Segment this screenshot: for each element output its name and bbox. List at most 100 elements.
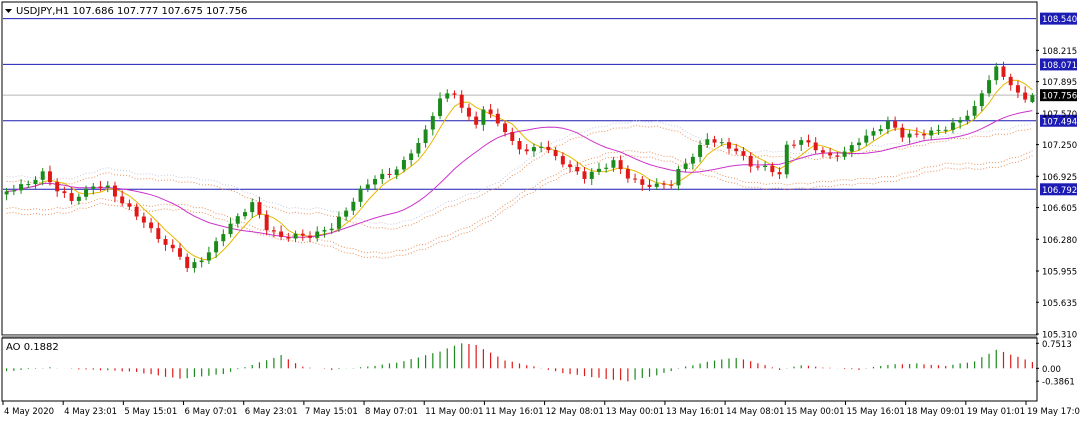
candle-body xyxy=(250,202,255,213)
candle-body xyxy=(828,152,833,156)
candle-body xyxy=(1001,66,1006,77)
candle-body xyxy=(33,179,38,185)
candle-body xyxy=(965,115,970,120)
candle-body xyxy=(907,133,912,138)
candle-body xyxy=(156,228,161,240)
candle-body xyxy=(683,163,688,170)
candle-body xyxy=(163,239,168,245)
time-tick-label: 18 May 09:01 xyxy=(907,407,965,417)
time-tick-label: 11 May 00:01 xyxy=(425,407,483,417)
time-tick-label: 8 May 07:01 xyxy=(365,407,418,417)
candle-body xyxy=(257,202,262,215)
candle-body xyxy=(531,147,536,152)
candle-body xyxy=(820,150,825,153)
candle-body xyxy=(727,142,731,149)
candle-body xyxy=(958,119,963,123)
level-label: 108.071 xyxy=(1042,61,1077,71)
level-label: 107.494 xyxy=(1042,117,1077,127)
candle-body xyxy=(380,173,385,179)
level-label-box xyxy=(1040,12,1077,25)
candle-body xyxy=(792,144,796,146)
candle-body xyxy=(185,256,190,269)
candle-body xyxy=(770,165,775,173)
candle-body xyxy=(871,131,876,136)
candle-body xyxy=(676,169,681,186)
candle-body xyxy=(1023,92,1028,100)
moving-averages xyxy=(6,79,1033,261)
time-tick-label: 12 May 08:01 xyxy=(546,407,604,417)
time-tick-label: 6 May 07:01 xyxy=(185,407,238,417)
ao-label: AO 0.1882 xyxy=(6,342,59,353)
candle-body xyxy=(734,148,739,152)
indicator-panel-frame xyxy=(1,337,1038,402)
candle-body xyxy=(1015,85,1020,93)
candle-body xyxy=(994,66,999,81)
candle-body xyxy=(719,142,724,144)
candle-body xyxy=(170,244,175,249)
time-tick-label: 4 May 23:01 xyxy=(64,407,117,417)
level-label: 106.792 xyxy=(1042,186,1077,196)
candle-body xyxy=(271,230,276,232)
level-label-box xyxy=(1040,114,1077,127)
candle-body xyxy=(47,171,52,183)
cloud-span-b-inner xyxy=(6,149,1033,254)
candle-body xyxy=(517,140,522,150)
candle-body xyxy=(524,149,529,152)
candle-body xyxy=(228,223,233,235)
candle-body xyxy=(293,233,298,239)
candle-body xyxy=(322,230,327,232)
candle-body xyxy=(264,214,269,231)
candle-body xyxy=(864,135,869,143)
candle-body xyxy=(777,172,782,175)
slow-moving-average xyxy=(6,110,1033,238)
candle-body xyxy=(199,260,204,263)
time-tick-label: 15 May 00:01 xyxy=(786,407,844,417)
candle-body xyxy=(430,116,435,130)
candle-body xyxy=(560,156,565,165)
candle-body xyxy=(539,146,544,148)
candle-body xyxy=(922,134,927,136)
candle-body xyxy=(748,155,753,167)
time-axis: 4 May 2020 4 May 23:01 5 May 15:01 6 May 07… xyxy=(2,401,1080,417)
candle-body xyxy=(857,142,862,146)
time-tick-label: 4 May 2020 xyxy=(4,407,54,417)
price-tick-label: 107.895 xyxy=(1042,78,1077,88)
candle-body xyxy=(4,191,9,195)
candle-body xyxy=(979,93,984,107)
time-tick-label: 11 May 16:01 xyxy=(485,407,543,417)
triangle-down-icon[interactable] xyxy=(5,9,12,13)
candle-body xyxy=(452,93,457,95)
candle-body xyxy=(799,140,804,145)
panel-separator[interactable] xyxy=(2,335,1037,338)
time-tick-label: 5 May 15:01 xyxy=(124,407,177,417)
candle-body xyxy=(885,121,890,130)
ao-tick-label: 0.00 xyxy=(1042,365,1061,375)
candle-body xyxy=(401,159,406,170)
price-tick-label: 107.570 xyxy=(1042,110,1077,120)
candle-body xyxy=(98,186,103,188)
candle-body xyxy=(373,178,378,185)
candle-body xyxy=(943,129,948,131)
candle-body xyxy=(55,182,60,192)
price-tick-label: 106.280 xyxy=(1042,236,1077,246)
level-label-box xyxy=(1040,58,1077,71)
candle-body xyxy=(315,231,320,238)
candle-body xyxy=(604,167,609,169)
candlesticks xyxy=(4,61,1035,273)
candle-body xyxy=(300,233,305,236)
candle-body xyxy=(553,150,558,157)
candle-body xyxy=(611,160,616,168)
candle-body xyxy=(741,151,746,156)
candle-body xyxy=(481,109,486,125)
candle-body xyxy=(474,116,479,125)
current-price-label: 107.756 xyxy=(1042,92,1077,102)
candle-body xyxy=(878,129,883,132)
price-axis: 108.215 107.895 107.570 107.250 106.925 106.6… xyxy=(1036,47,1077,341)
candle-body xyxy=(308,235,312,238)
candle-body xyxy=(625,169,630,179)
candle-body xyxy=(394,169,399,176)
candle-body xyxy=(91,186,96,189)
candle-body xyxy=(842,151,847,157)
